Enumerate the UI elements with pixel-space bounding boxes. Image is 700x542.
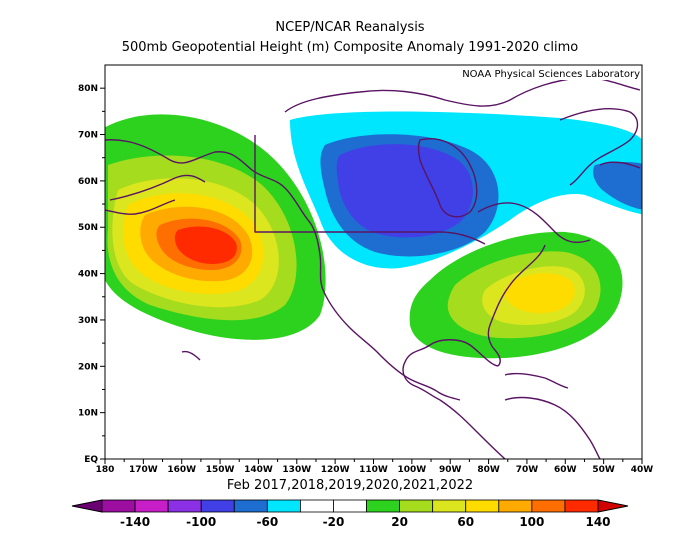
colorbar-swatch	[531, 499, 566, 513]
lon-label: 40W	[631, 465, 654, 475]
title-line-1: NCEP/NCAR Reanalysis	[275, 20, 425, 35]
arctic-coast	[284, 77, 641, 113]
credit-box	[456, 66, 641, 80]
lon-label: 160W	[167, 465, 196, 475]
colorbar-swatch	[233, 499, 268, 513]
latitude-axis: 80N 70N 60N 50N 40N 30N 20N 10N EQ	[78, 84, 105, 465]
colorbar-label: 20	[391, 515, 408, 529]
colorbar-swatch	[564, 499, 599, 513]
lon-label: 130W	[282, 465, 311, 475]
colorbar-label: 100	[519, 515, 544, 529]
lon-label: 90W	[439, 465, 462, 475]
pacific-high-anomaly	[105, 114, 326, 340]
lon-label: 140W	[244, 465, 273, 475]
alaska-border	[254, 135, 320, 233]
pacific-coast	[105, 139, 461, 401]
aleutian-chain	[105, 199, 176, 215]
colorbar-label: -60	[256, 515, 278, 529]
lon-label: 120W	[321, 465, 350, 475]
aleutians	[109, 174, 206, 201]
colorbar-label: 60	[457, 515, 474, 529]
southeast-ridge-anomaly	[409, 231, 623, 359]
colorbar-swatch	[134, 499, 169, 513]
title-line-2: 500mb Geopotential Height (m) Composite …	[121, 40, 579, 55]
colorbar-swatch	[498, 499, 533, 513]
lat-label: 40N	[78, 270, 98, 280]
colorbar-swatch	[333, 499, 367, 513]
lat-label: 50N	[78, 223, 98, 233]
lon-label: 180	[96, 465, 115, 475]
lon-label: 100W	[397, 465, 426, 475]
colorbar-swatch	[465, 499, 500, 513]
longitude-axis: 180 170W 160W 150W 140W 130W 120W 110W 100W 90W 80…	[96, 459, 654, 475]
credit-text: NOAA Physical Sciences Laboratory	[462, 69, 640, 80]
gulf-coast	[402, 339, 499, 401]
canada-low-anomaly	[290, 111, 642, 269]
lon-label: 80W	[477, 465, 500, 475]
colorbar-label: -100	[186, 515, 216, 529]
atlantic-coast	[487, 244, 546, 367]
lon-label: 50W	[592, 465, 615, 475]
hawaii	[181, 350, 201, 361]
colorbar-swatch	[299, 499, 334, 513]
colorbar-max-arrow	[597, 499, 629, 513]
colorbar-swatch	[167, 499, 202, 513]
greenland	[559, 108, 639, 186]
colorbar-label: -140	[120, 515, 150, 529]
lon-label: 170W	[129, 465, 158, 475]
lat-label: 60N	[78, 177, 98, 187]
colorbar-swatch	[266, 499, 301, 513]
colorbar-label: -20	[323, 515, 345, 529]
central-america	[439, 399, 506, 459]
hudson-bay	[417, 138, 478, 218]
lat-label: 20N	[78, 362, 98, 372]
colorbar-swatch	[432, 499, 467, 513]
lat-label: 70N	[78, 131, 98, 141]
colorbar-swatch	[366, 499, 400, 513]
period-label: Feb 2017,2018,2019,2020,2021,2022	[226, 478, 474, 493]
us-canada-border	[320, 231, 486, 245]
lat-label: EQ	[84, 455, 98, 465]
south-america	[504, 396, 601, 459]
lon-label: 110W	[359, 465, 388, 475]
anomaly-fields	[105, 111, 642, 359]
coastlines	[105, 77, 641, 459]
lat-label: 10N	[78, 409, 98, 419]
lon-label: 150W	[206, 465, 235, 475]
colorbar-swatch	[200, 499, 235, 513]
labrador-coast	[477, 202, 591, 244]
lon-label: 60W	[554, 465, 577, 475]
lat-label: 80N	[78, 84, 98, 94]
colorbar: -140 -100 -60 -20 20 60 100 140	[71, 499, 629, 529]
colorbar-label: 140	[585, 515, 610, 529]
colorbar-min-arrow	[71, 499, 103, 513]
colorbar-swatch	[101, 499, 136, 513]
greenland-south	[599, 161, 641, 169]
colorbar-swatch	[399, 499, 434, 513]
lon-label: 70W	[516, 465, 539, 475]
caribbean-islands	[504, 372, 569, 389]
lat-label: 30N	[78, 316, 98, 326]
